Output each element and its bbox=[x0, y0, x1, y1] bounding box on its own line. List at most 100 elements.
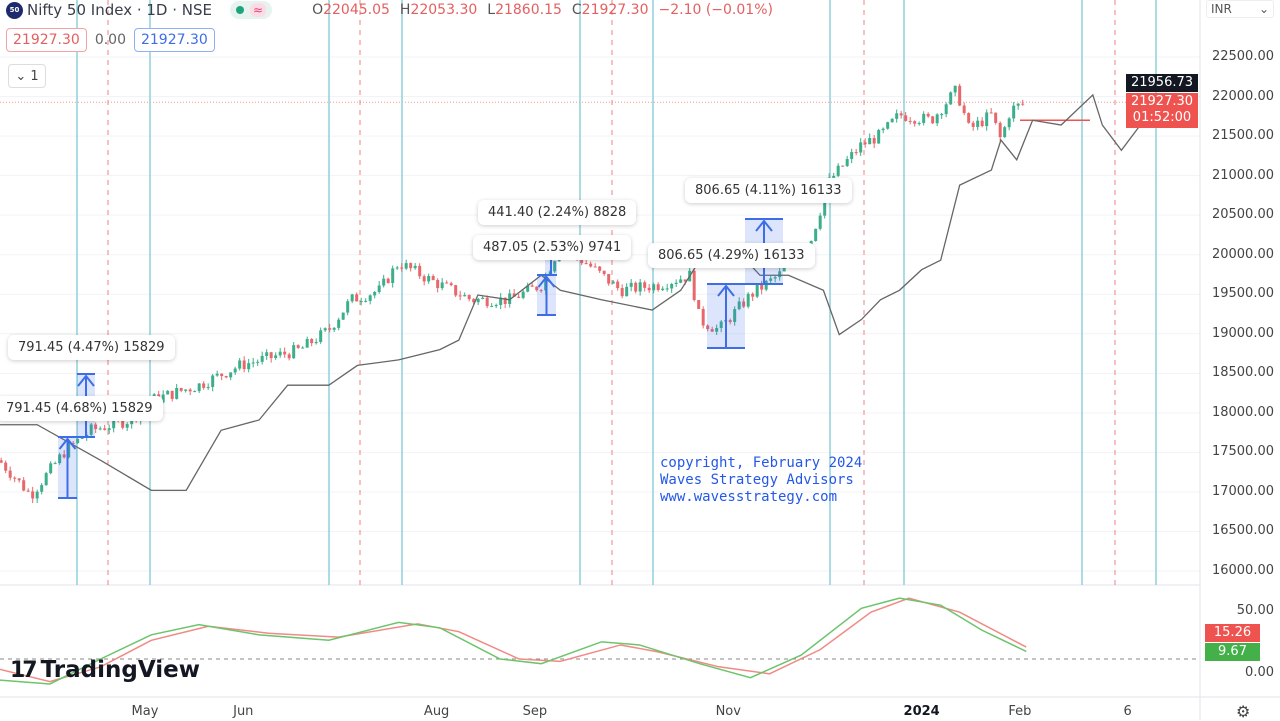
candle bbox=[989, 112, 993, 114]
candle bbox=[967, 113, 971, 123]
candle bbox=[89, 424, 93, 435]
candle bbox=[926, 113, 930, 117]
candle bbox=[476, 298, 480, 303]
candle bbox=[503, 297, 507, 304]
indicator-count: 1 bbox=[30, 68, 39, 84]
y-tick-label: 17000.00 bbox=[1211, 483, 1274, 499]
candle bbox=[265, 352, 269, 356]
copyright-line: Waves Strategy Advisors bbox=[660, 472, 854, 488]
currency-selector[interactable]: INR ⌄ bbox=[1206, 0, 1274, 18]
tradingview-logo[interactable]: 17 TradingView bbox=[10, 657, 200, 683]
candle bbox=[935, 114, 939, 124]
candle bbox=[256, 361, 260, 363]
candle bbox=[49, 463, 53, 474]
candle bbox=[305, 339, 309, 348]
candle bbox=[823, 196, 827, 216]
candle bbox=[247, 363, 251, 370]
candle bbox=[206, 386, 210, 388]
symbol-title[interactable]: Nifty 50 Index · 1D · NSE bbox=[27, 1, 213, 19]
spread-value: 0.00 bbox=[94, 32, 126, 48]
market-status-badge[interactable]: ≈ bbox=[230, 1, 273, 19]
candle bbox=[170, 390, 174, 399]
candle bbox=[404, 263, 408, 269]
compare-series-line bbox=[0, 93, 1164, 492]
candle bbox=[953, 85, 957, 93]
candle bbox=[755, 284, 759, 297]
ohlc-key: L bbox=[487, 2, 496, 18]
candle bbox=[202, 383, 206, 388]
candle bbox=[71, 442, 75, 444]
chevron-down-icon: ⌄ bbox=[1258, 2, 1269, 16]
candle bbox=[238, 360, 242, 369]
candle bbox=[40, 485, 44, 492]
candle bbox=[103, 428, 107, 430]
settings-gear-icon[interactable]: ⚙ bbox=[1236, 702, 1251, 721]
candle bbox=[634, 282, 638, 292]
candle bbox=[269, 352, 273, 359]
candle bbox=[602, 270, 606, 275]
candle bbox=[944, 104, 948, 115]
y-tick-label: 18500.00 bbox=[1211, 365, 1274, 381]
candle bbox=[58, 454, 62, 464]
measurement-label: 441.40 (2.24%) 8828 bbox=[478, 200, 637, 225]
candle bbox=[161, 394, 165, 403]
candle bbox=[449, 283, 453, 286]
candle bbox=[877, 130, 881, 144]
candle bbox=[589, 263, 593, 267]
candle bbox=[611, 281, 615, 284]
candle bbox=[346, 301, 350, 313]
candle bbox=[746, 293, 750, 307]
candle bbox=[260, 355, 264, 362]
candle bbox=[940, 114, 944, 116]
candle bbox=[917, 122, 921, 124]
candle bbox=[454, 285, 458, 296]
candle bbox=[287, 354, 291, 359]
indicators-collapse-button[interactable]: ⌄ 1 bbox=[8, 64, 46, 88]
candle bbox=[224, 376, 228, 378]
osc-tick-50: 50.00 bbox=[1236, 603, 1274, 618]
candle bbox=[4, 462, 8, 471]
up-arrow-icon bbox=[58, 437, 77, 498]
candle bbox=[832, 175, 836, 178]
copyright-line: www.wavesstrategy.com bbox=[660, 489, 838, 505]
candle bbox=[94, 424, 98, 430]
candle bbox=[373, 292, 377, 296]
candle bbox=[539, 290, 543, 292]
candle bbox=[296, 345, 300, 348]
candle bbox=[629, 282, 633, 287]
candle bbox=[773, 277, 777, 279]
candle bbox=[431, 276, 435, 280]
candle bbox=[836, 165, 840, 176]
nifty-symbol-icon: 50 bbox=[6, 1, 23, 19]
candle bbox=[517, 296, 521, 298]
osc-fast-tag: 9.67 bbox=[1205, 643, 1260, 661]
candle bbox=[107, 428, 111, 430]
sell-price-box[interactable]: 21927.30 bbox=[6, 28, 87, 52]
candle bbox=[175, 388, 179, 399]
osc-slow-line bbox=[0, 597, 1027, 683]
candle bbox=[949, 92, 953, 105]
candle bbox=[278, 351, 282, 356]
ohlc-key: O bbox=[312, 2, 324, 18]
osc-tick-0: 0.00 bbox=[1245, 665, 1274, 680]
y-tick-label: 19000.00 bbox=[1211, 325, 1274, 341]
candle bbox=[931, 116, 935, 124]
candle bbox=[8, 470, 12, 478]
candle bbox=[733, 309, 737, 322]
buy-price-box[interactable]: 21927.30 bbox=[133, 28, 215, 52]
candle bbox=[580, 257, 584, 264]
candle bbox=[211, 375, 215, 387]
y-tick-label: 20000.00 bbox=[1211, 246, 1274, 262]
candle bbox=[710, 329, 714, 332]
candle bbox=[985, 112, 989, 127]
copyright-line: copyright, February 2024 bbox=[660, 455, 863, 471]
candle bbox=[638, 282, 642, 292]
candle bbox=[337, 319, 341, 328]
candle bbox=[886, 122, 890, 129]
candle bbox=[179, 388, 183, 391]
y-tick-label: 19500.00 bbox=[1211, 286, 1274, 302]
y-tick-label: 17500.00 bbox=[1211, 444, 1274, 460]
candle bbox=[490, 306, 494, 308]
candle bbox=[215, 373, 219, 376]
